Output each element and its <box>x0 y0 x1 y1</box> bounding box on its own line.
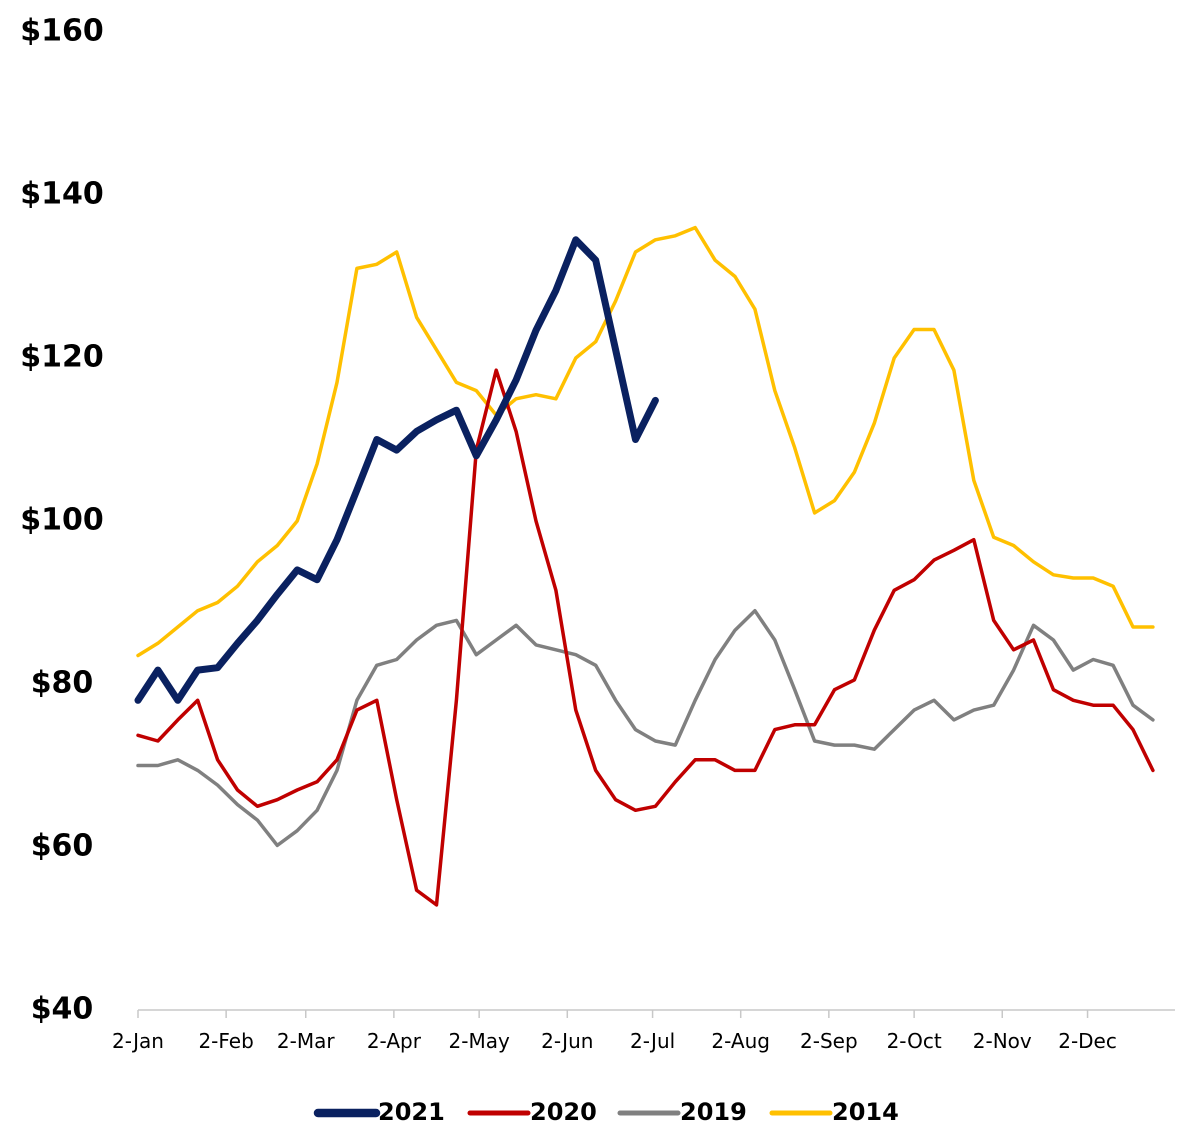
y-tick-label: $100 <box>20 503 104 538</box>
x-tick-label: 2-Jun <box>541 1029 593 1053</box>
x-tick-label: 2-Nov <box>973 1029 1032 1053</box>
y-tick-label: $140 <box>20 177 104 212</box>
x-tick-label: 2-Jul <box>630 1029 675 1053</box>
legend-label: 2021 <box>378 1098 445 1126</box>
line-series <box>134 236 659 704</box>
legend-label: 2019 <box>680 1098 747 1126</box>
y-tick-label: $60 <box>31 829 94 864</box>
line-series <box>136 368 1155 907</box>
x-tick-label: 2-Feb <box>198 1029 253 1053</box>
y-tick-label: $80 <box>31 666 94 701</box>
x-tick-label: 2-Sep <box>800 1029 858 1053</box>
line-series <box>136 225 1155 658</box>
x-tick-label: 2-Mar <box>277 1029 335 1053</box>
x-tick-label: 2-May <box>449 1029 510 1053</box>
x-tick-label: 2-Jan <box>112 1029 164 1053</box>
y-tick-label: $120 <box>20 340 104 375</box>
x-tick-label: 2-Apr <box>367 1029 422 1053</box>
legend-label: 2020 <box>530 1098 597 1126</box>
x-tick-label: 2-Aug <box>711 1029 770 1053</box>
y-tick-label: $40 <box>31 992 94 1027</box>
legend-label: 2014 <box>832 1098 899 1126</box>
x-tick-label: 2-Oct <box>887 1029 942 1053</box>
x-tick-label: 2-Dec <box>1058 1029 1117 1053</box>
line-series <box>136 608 1155 848</box>
y-tick-label: $160 <box>20 14 104 49</box>
